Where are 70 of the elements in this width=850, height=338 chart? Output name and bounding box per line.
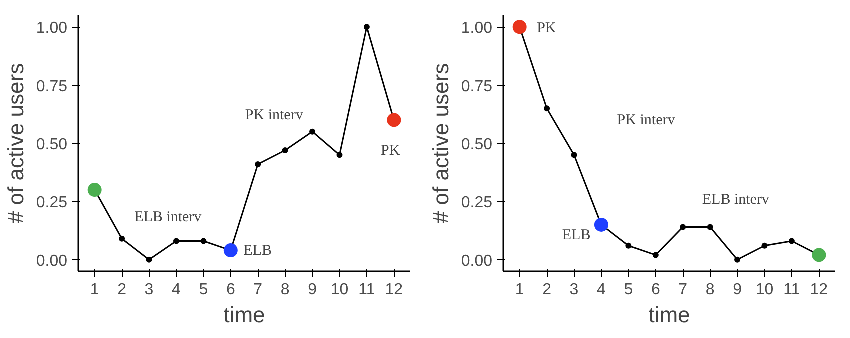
point <box>200 238 207 244</box>
annotation: ELB <box>244 243 272 260</box>
y-axis-title: # of active users <box>428 63 454 224</box>
x-tick-label: 8 <box>706 282 715 298</box>
point <box>282 147 288 154</box>
annotation: PK <box>537 20 556 36</box>
x-tick-label: 4 <box>597 282 606 298</box>
x-tick-label: 10 <box>330 282 349 298</box>
x-tick-label: 5 <box>199 282 208 298</box>
point <box>571 152 578 158</box>
point <box>310 128 316 135</box>
x-tick-label: 11 <box>784 282 800 298</box>
x-tick-label: 5 <box>624 282 634 298</box>
annotation: ELB interv <box>702 192 770 208</box>
x-tick-label: 12 <box>385 282 404 298</box>
point <box>88 183 102 198</box>
x-axis-title: time <box>224 302 266 328</box>
x-tick-label: 3 <box>570 282 579 298</box>
point <box>762 242 768 249</box>
point <box>387 113 402 128</box>
point <box>146 256 152 263</box>
annotation: PK interv <box>617 112 676 128</box>
annotation: PK <box>380 143 400 160</box>
x-tick-label: 2 <box>542 282 552 298</box>
x-axis-title: time <box>648 302 690 328</box>
x-tick-label: 9 <box>308 282 318 298</box>
point <box>707 224 714 230</box>
y-tick-label: 0.00 <box>461 252 493 270</box>
x-tick-label: 9 <box>733 282 742 298</box>
point <box>734 256 741 263</box>
y-tick-label: 0.25 <box>36 194 68 212</box>
y-tick-label: 0.50 <box>461 136 493 154</box>
point <box>173 238 180 244</box>
x-tick-label: 7 <box>254 282 263 298</box>
x-tick-label: 6 <box>651 282 660 298</box>
y-tick-label: 0.50 <box>36 136 68 154</box>
point <box>812 248 826 262</box>
annotation: PK interv <box>245 107 304 124</box>
x-tick-label: 1 <box>90 282 100 298</box>
point <box>119 236 126 242</box>
y-tick-label: 0.00 <box>36 252 68 270</box>
y-tick-label: 0.75 <box>36 78 68 96</box>
point <box>512 20 527 34</box>
point <box>544 106 550 112</box>
x-tick-label: 6 <box>226 282 236 298</box>
y-tick-label: 0.75 <box>461 78 493 96</box>
y-tick-label: 1.00 <box>36 20 68 38</box>
y-axis-title: # of active users <box>3 63 28 224</box>
point <box>594 218 608 232</box>
point <box>364 24 370 30</box>
y-tick-label: 1.00 <box>461 20 493 38</box>
x-tick-label: 4 <box>172 282 182 298</box>
point <box>626 242 632 249</box>
annotation: ELB <box>562 228 591 244</box>
point <box>788 238 795 244</box>
point <box>680 224 686 230</box>
x-tick-label: 2 <box>118 282 127 298</box>
annotation: ELB interv <box>134 210 202 226</box>
point <box>652 252 659 258</box>
x-tick-label: 8 <box>280 282 290 298</box>
point <box>255 161 262 168</box>
x-tick-label: 1 <box>515 282 524 298</box>
x-tick-label: 3 <box>144 282 154 298</box>
y-tick-label: 0.25 <box>461 194 493 212</box>
point <box>336 152 343 158</box>
x-tick-label: 12 <box>810 282 828 298</box>
x-tick-label: 7 <box>678 282 688 298</box>
point <box>224 244 238 258</box>
x-tick-label: 11 <box>358 282 376 298</box>
x-tick-label: 10 <box>756 282 774 298</box>
